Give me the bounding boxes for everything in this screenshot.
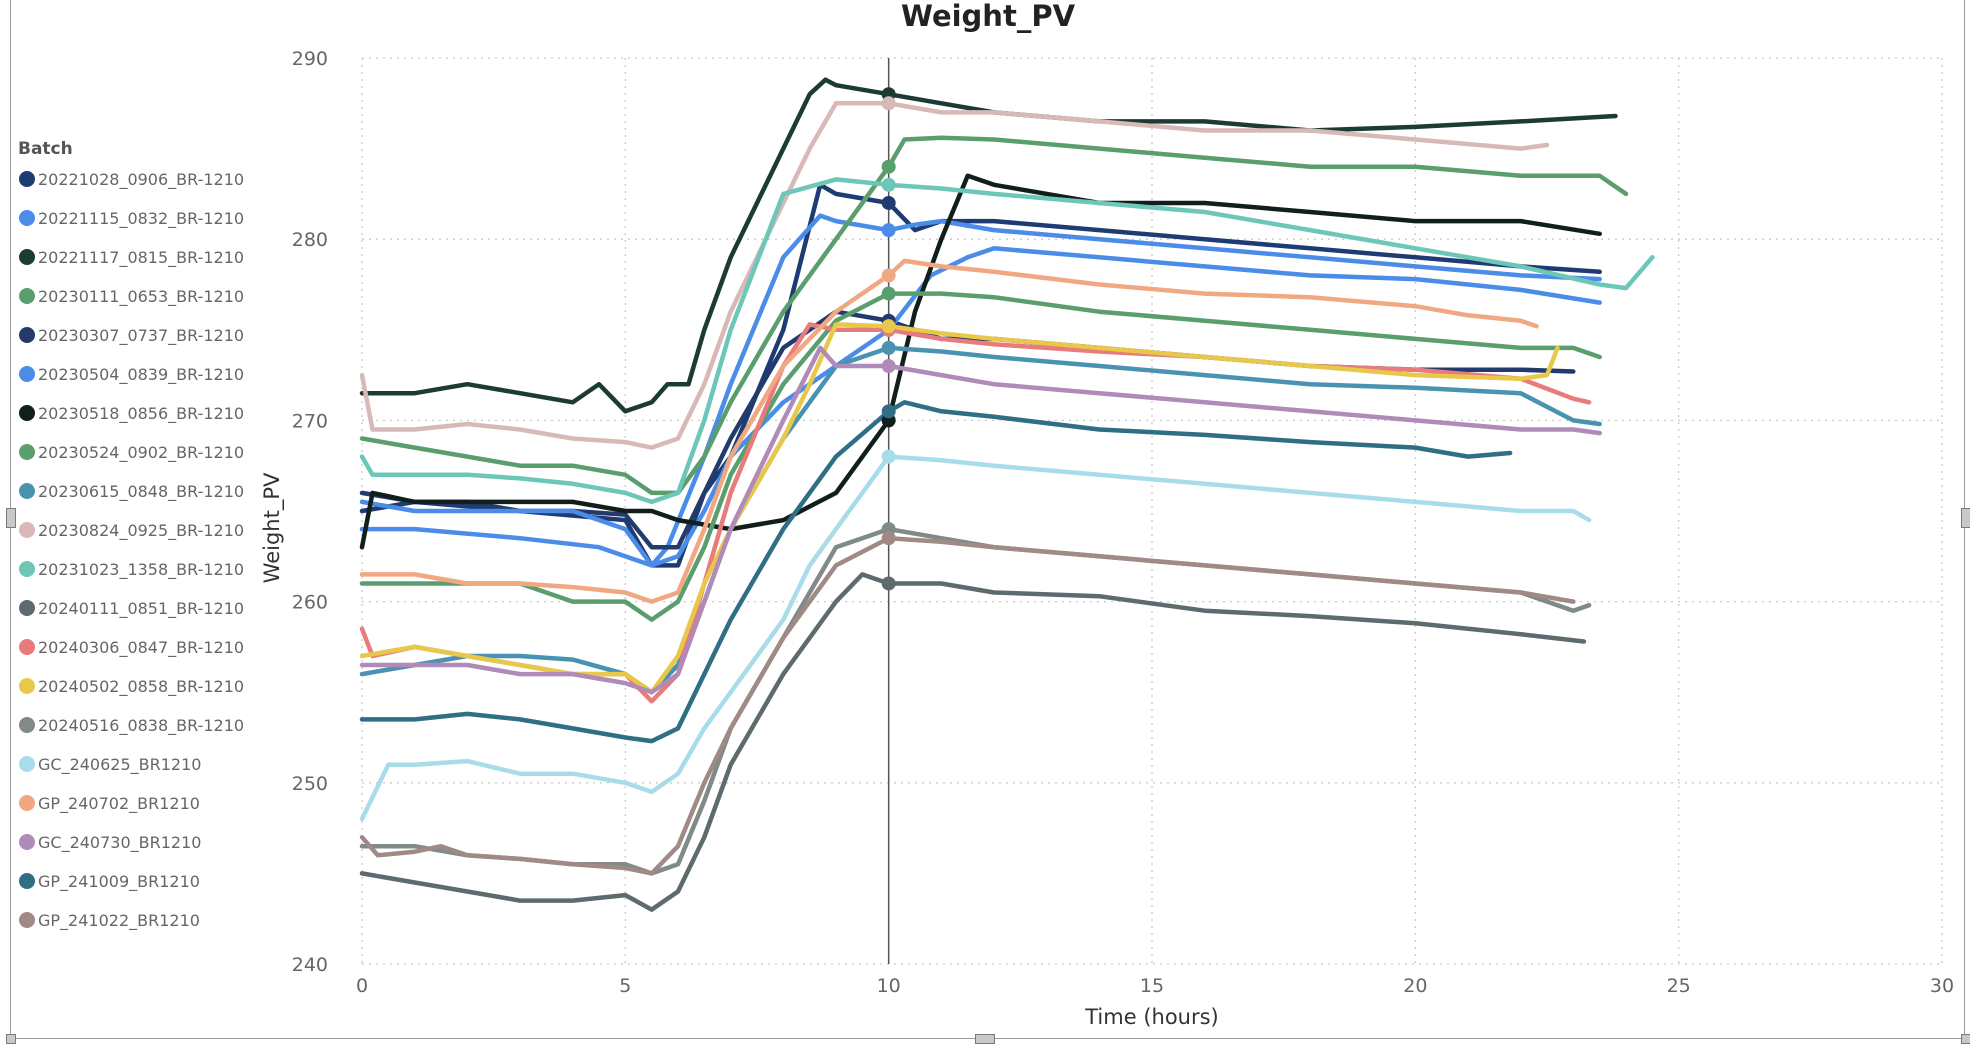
y-tick-label: 260 [292,592,328,614]
legend-swatch [19,171,35,187]
series-marker[interactable] [881,286,896,301]
series-marker[interactable] [881,268,896,283]
series-line[interactable] [359,400,1513,744]
legend-swatch [19,912,35,928]
series-line[interactable] [359,345,1602,695]
legend-item-label[interactable]: 20230524_0902_BR-1210 [38,443,244,463]
legend-item-label[interactable]: 20230824_0925_BR-1210 [38,521,244,541]
y-axis-title: Weight_PV [260,472,285,583]
resize-handle-bottom[interactable] [975,1034,995,1044]
y-tick-label: 270 [292,410,328,432]
series-line[interactable] [359,258,1539,604]
series-marker[interactable] [881,319,896,334]
legend-swatch [19,210,35,226]
legend-item-label[interactable]: 20240516_0838_BR-1210 [38,716,244,736]
series-marker[interactable] [881,96,896,111]
legend-swatch [19,522,35,538]
legend-item-label[interactable]: 20221117_0815_BR-1210 [38,248,244,268]
x-tick-label: 20 [1403,975,1427,997]
legend-swatch [19,795,35,811]
series-marker[interactable] [881,531,896,546]
legend-item-label[interactable]: 20230504_0839_BR-1210 [38,365,244,385]
legend-swatch [19,834,35,850]
legend-item-label[interactable]: GP_240702_BR1210 [38,794,200,814]
series-line[interactable] [359,322,1560,695]
y-tick-label: 280 [292,229,328,251]
legend-swatch [19,600,35,616]
series-marker[interactable] [881,159,896,174]
legend-item-label[interactable]: 20221028_0906_BR-1210 [38,170,244,190]
series-line[interactable] [359,572,1587,912]
series-line[interactable] [359,454,1592,822]
legend-item-label[interactable]: 20230307_0737_BR-1210 [38,326,244,346]
legend-swatch [19,327,35,343]
markers-layer [881,87,896,591]
legend-swatch [19,366,35,382]
series-marker[interactable] [881,223,896,238]
x-tick-label: 25 [1667,975,1691,997]
legend-item-label[interactable]: 20240306_0847_BR-1210 [38,638,244,658]
legend-item-label[interactable]: 20231023_1358_BR-1210 [38,560,244,580]
series-line[interactable] [359,291,1602,622]
resize-handle-left[interactable] [6,508,16,528]
y-tick-label: 250 [292,773,328,795]
legend-swatch [19,561,35,577]
legend-swatch [19,756,35,772]
series-line[interactable] [359,173,1602,550]
x-tick-label: 0 [356,975,368,997]
x-axis-ticks: 0 5 10 15 20 25 30 [356,975,1954,997]
series-line[interactable] [359,535,1576,876]
series-layer [359,77,1655,912]
x-tick-label: 30 [1930,975,1954,997]
series-marker[interactable] [881,449,896,464]
legend-swatch [19,639,35,655]
y-tick-label: 240 [292,954,328,976]
series-line[interactable] [359,213,1602,568]
legend-swatch [19,717,35,733]
legend-swatch [19,405,35,421]
legend-item-label[interactable]: 20221115_0832_BR-1210 [38,209,244,229]
legend-item-label[interactable]: GC_240625_BR1210 [38,755,201,775]
series-marker[interactable] [881,359,896,374]
resize-handle-bottom-right[interactable] [1961,1034,1970,1044]
series-line[interactable] [359,177,1655,505]
legend-title: Batch [18,139,73,159]
legend-item-label[interactable]: GP_241022_BR1210 [38,911,200,931]
resize-handle-right[interactable] [1961,508,1970,528]
series-marker[interactable] [881,177,896,192]
grid-lines [361,57,1943,965]
chart-title: Weight_PV [901,0,1076,33]
y-tick-label: 290 [292,48,328,70]
series-line[interactable] [359,77,1618,414]
legend-swatch [19,483,35,499]
legend-swatch [19,678,35,694]
series-line[interactable] [359,345,1602,695]
legend-item-label[interactable]: 20230615_0848_BR-1210 [38,482,244,502]
legend-swatch [19,873,35,889]
x-axis-title: Time (hours) [1084,1005,1219,1029]
x-tick-label: 10 [877,975,901,997]
legend: Batch 20221028_0906_BR-1210 20221115_0832… [18,139,244,931]
resize-handle-bottom-left[interactable] [6,1034,16,1044]
legend-item-label[interactable]: 20240502_0858_BR-1210 [38,677,244,697]
series-marker[interactable] [881,576,896,591]
legend-swatch [19,444,35,460]
series-marker[interactable] [881,195,896,210]
legend-swatch [19,249,35,265]
series-line[interactable] [359,101,1550,450]
x-tick-label: 5 [619,975,631,997]
legend-item-label[interactable]: GP_241009_BR1210 [38,872,200,892]
x-tick-label: 15 [1140,975,1164,997]
legend-item-label[interactable]: 20230111_0653_BR-1210 [38,287,244,307]
series-line[interactable] [359,182,1602,568]
legend-item-label[interactable]: GC_240730_BR1210 [38,833,201,853]
legend-item-label[interactable]: 20240111_0851_BR-1210 [38,599,244,619]
legend-swatch [19,288,35,304]
legend-item-label[interactable]: 20230518_0856_BR-1210 [38,404,244,424]
y-axis-ticks: 240 250 260 270 280 290 [292,48,328,976]
series-line[interactable] [359,135,1629,496]
series-marker[interactable] [881,404,896,419]
series-marker[interactable] [881,340,896,355]
